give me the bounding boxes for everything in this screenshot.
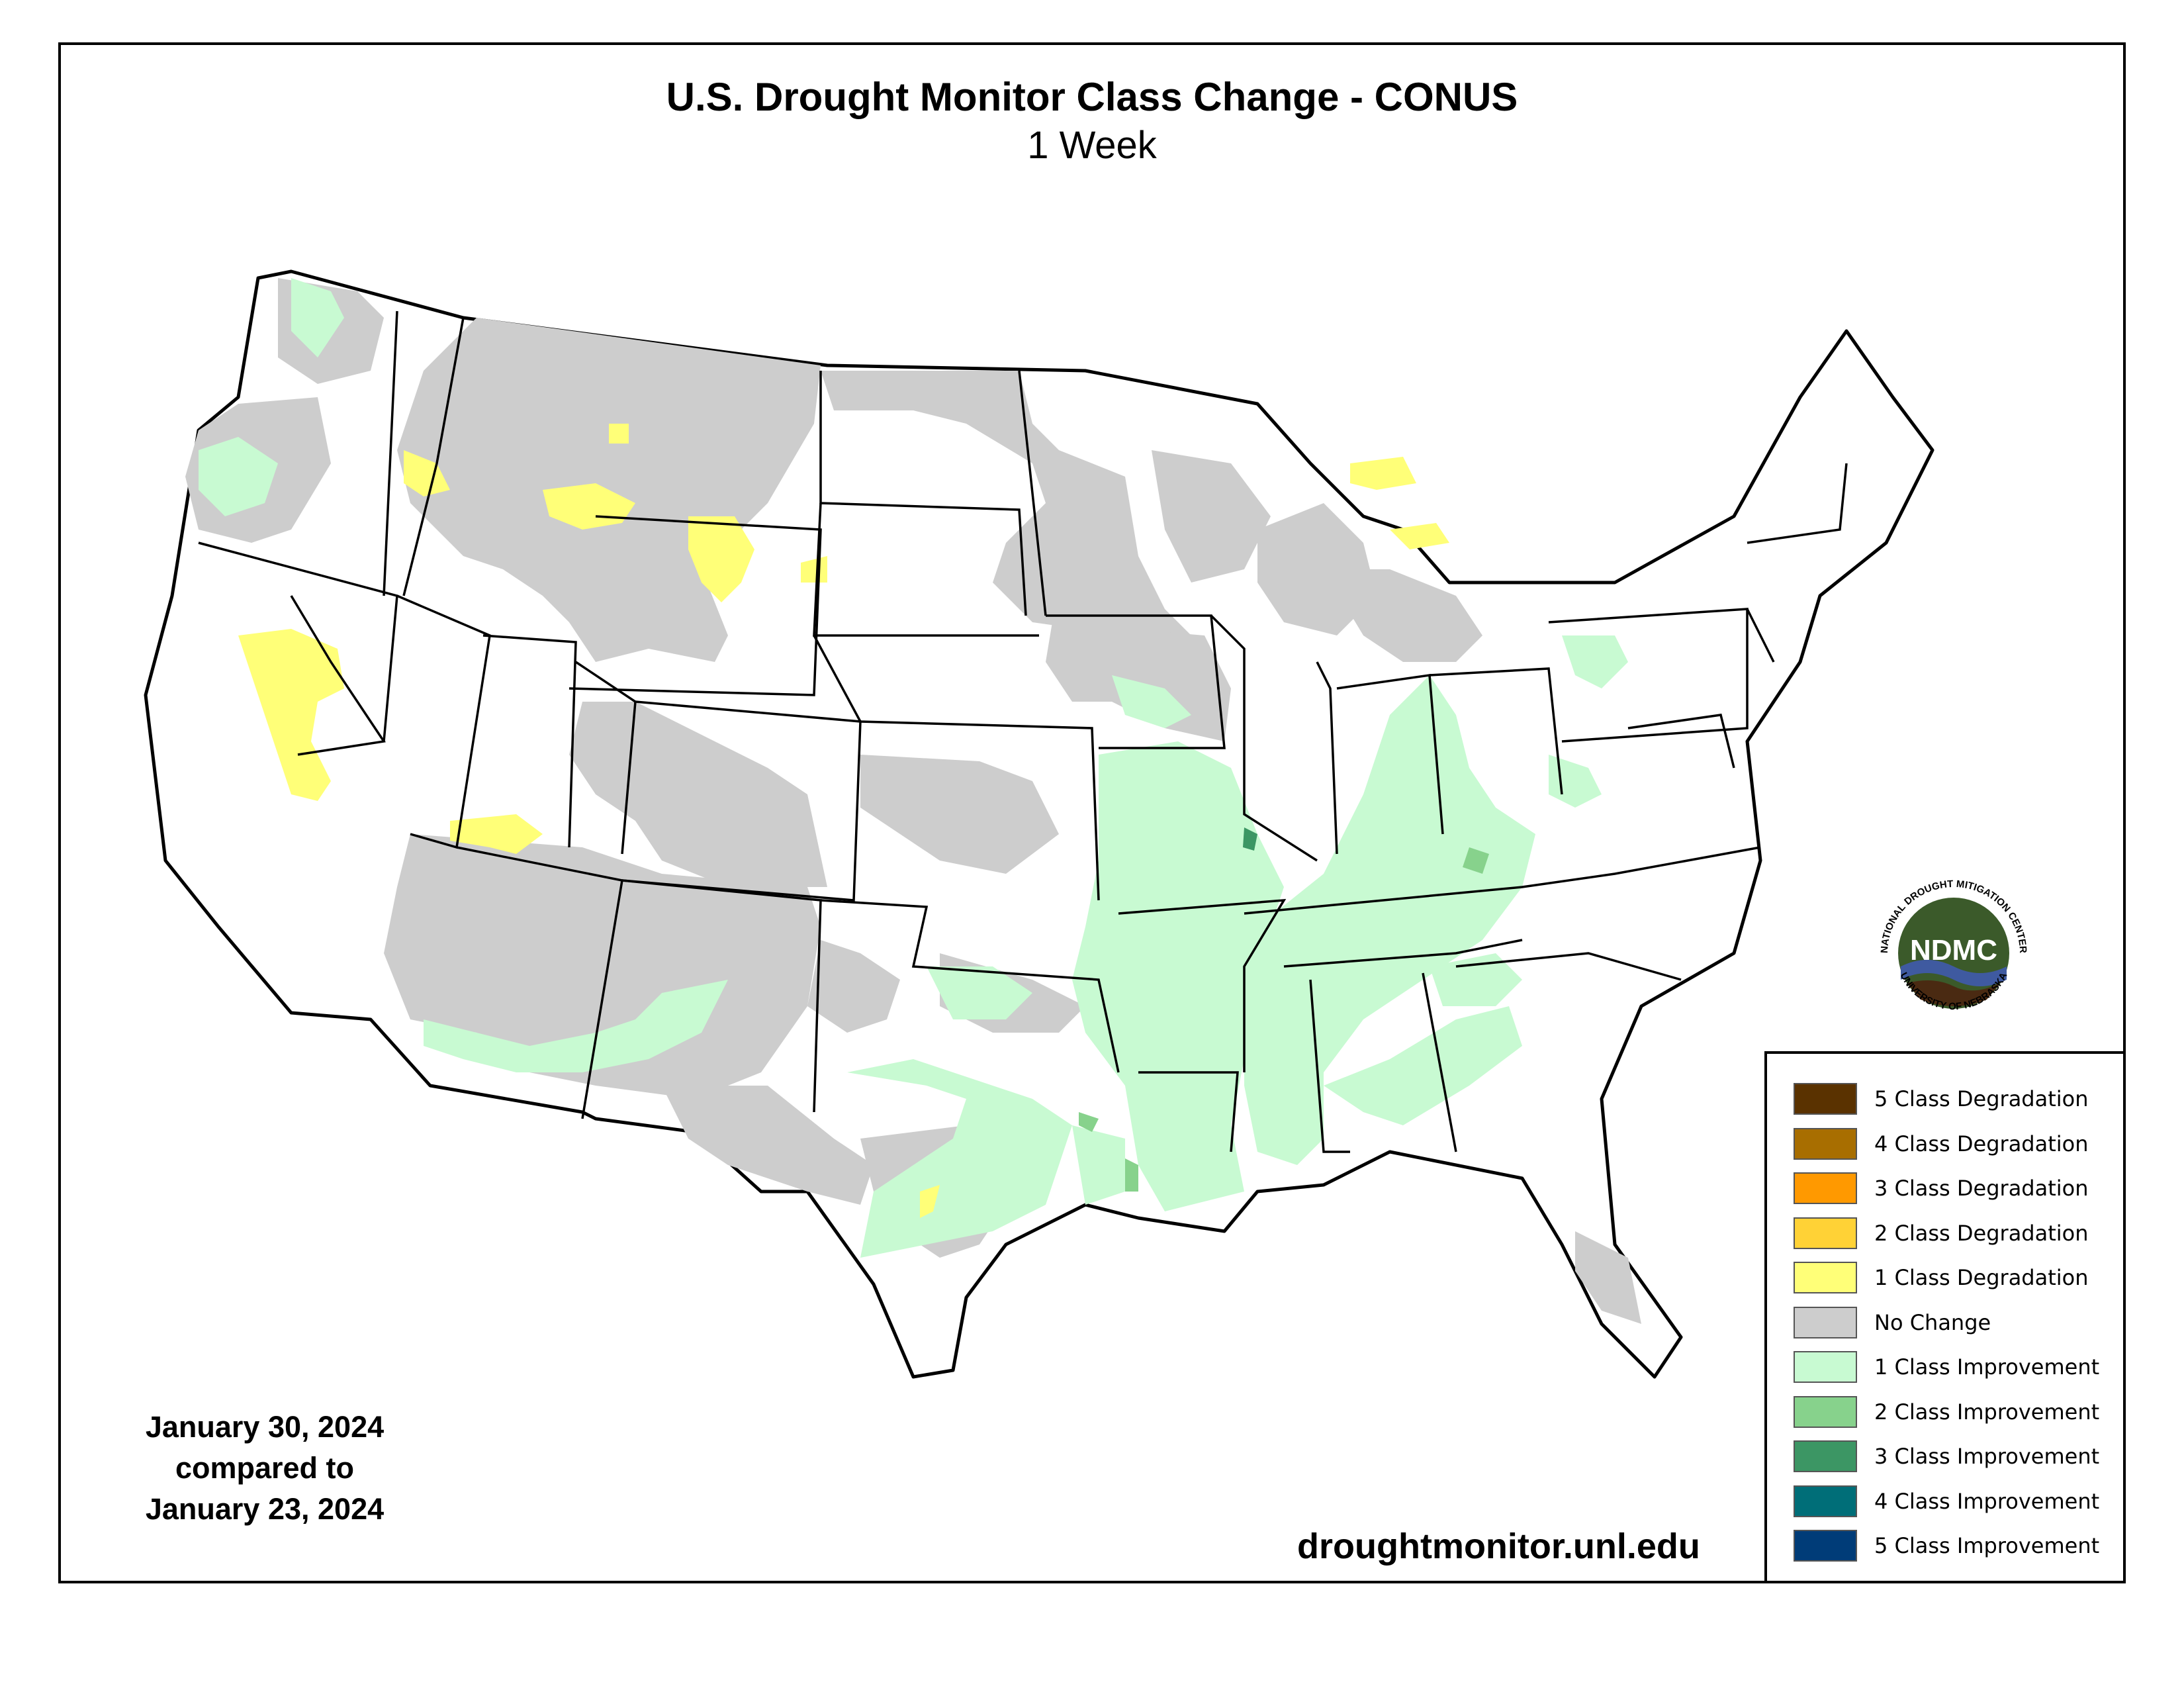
legend-swatch — [1794, 1127, 1857, 1160]
improvement-3-areas — [1243, 827, 1257, 851]
improvement-1-areas — [199, 278, 1628, 1258]
improvement-2-areas — [1079, 847, 1489, 1192]
legend-item: 4 Class Improvement — [1794, 1485, 2099, 1517]
legend-label: 3 Class Improvement — [1874, 1444, 2100, 1469]
legend-item: 5 Class Improvement — [1794, 1530, 2099, 1562]
legend-swatch — [1794, 1440, 1857, 1472]
legend-label: 4 Class Degradation — [1874, 1131, 2089, 1156]
legend-item: 2 Class Improvement — [1794, 1395, 2100, 1428]
ndmc-logo: NDMC NATIONAL DROUGHT MITIGATION CENTER … — [1879, 878, 2028, 1012]
legend-item: 1 Class Improvement — [1794, 1351, 2099, 1383]
legend-item: 3 Class Degradation — [1794, 1172, 2089, 1204]
legend-label: 2 Class Degradation — [1874, 1220, 2089, 1246]
legend-swatch — [1794, 1262, 1857, 1293]
map-subtitle: 1 Week — [1027, 124, 1157, 167]
legend: 5 Class Degradation 4 Class Degradation 3 … — [1764, 1051, 2126, 1583]
legend-swatch — [1794, 1351, 1857, 1383]
legend-swatch — [1794, 1306, 1857, 1338]
state-borders — [198, 310, 1848, 1153]
legend-item: 4 Class Degradation — [1794, 1127, 2089, 1160]
legend-swatch — [1794, 1217, 1857, 1249]
legend-item: 2 Class Degradation — [1794, 1217, 2089, 1249]
logo-water — [1901, 960, 2007, 986]
legend-label: 3 Class Degradation — [1874, 1176, 2089, 1201]
source-url: droughtmonitor.unl.edu — [1297, 1526, 1700, 1566]
legend-label: 5 Class Degradation — [1874, 1086, 2089, 1111]
degradation-1-areas — [238, 424, 1449, 1218]
legend-item: 1 Class Degradation — [1794, 1262, 2089, 1293]
legend-label: 5 Class Improvement — [1874, 1533, 2100, 1558]
legend-label: 4 Class Improvement — [1874, 1488, 2100, 1514]
legend-label: 1 Class Degradation — [1874, 1265, 2089, 1290]
previous-date: January 23, 2024 — [145, 1492, 385, 1526]
legend-label: 2 Class Improvement — [1874, 1399, 2100, 1425]
legend-label: 1 Class Improvement — [1874, 1354, 2100, 1380]
compared-to-label: compared to — [175, 1451, 355, 1485]
legend-label: No Change — [1874, 1309, 1991, 1335]
current-date: January 30, 2024 — [145, 1410, 385, 1444]
map-title: U.S. Drought Monitor Class Change - CONU… — [666, 75, 1518, 119]
legend-item: 3 Class Improvement — [1794, 1440, 2099, 1472]
legend-item: No Change — [1794, 1306, 1991, 1338]
legend-item: 5 Class Degradation — [1794, 1083, 2089, 1115]
legend-swatch — [1794, 1172, 1857, 1204]
date-comparison: January 30, 2024 compared to January 23,… — [99, 1407, 430, 1530]
legend-swatch — [1794, 1530, 1857, 1562]
legend-swatch — [1794, 1395, 1857, 1428]
logo-soil — [1907, 980, 2000, 1006]
logo-abbr: NDMC — [1910, 934, 1997, 966]
legend-swatch — [1794, 1083, 1857, 1115]
legend-swatch — [1794, 1485, 1857, 1517]
